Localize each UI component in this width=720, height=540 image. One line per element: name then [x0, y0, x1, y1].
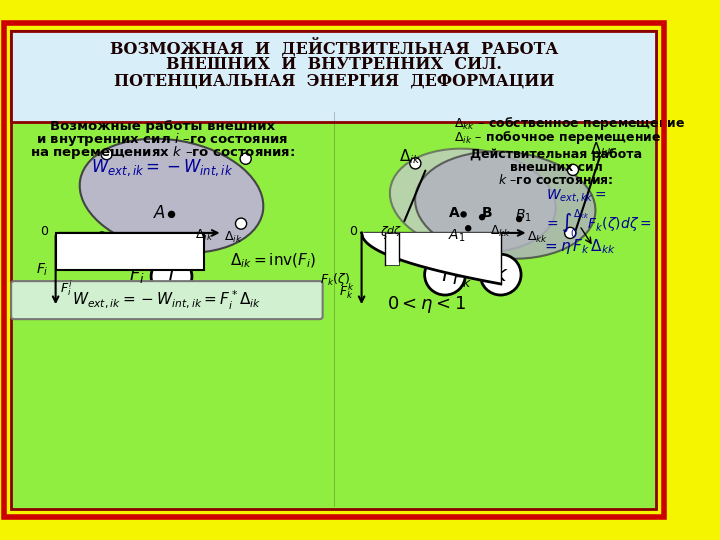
Text: 0: 0 — [349, 225, 357, 238]
Circle shape — [96, 232, 107, 243]
Circle shape — [101, 148, 112, 160]
Text: $\Delta_{ik}$: $\Delta_{ik}$ — [194, 228, 213, 244]
Circle shape — [480, 254, 521, 295]
Circle shape — [410, 158, 421, 169]
Text: ПОТЕНЦИАЛЬНАЯ  ЭНЕРГИЯ  ДЕФОРМАЦИИ: ПОТЕНЦИАЛЬНАЯ ЭНЕРГИЯ ДЕФОРМАЦИИ — [114, 72, 554, 89]
Text: ВНЕШНИХ  И  ВНУТРЕННИХ  СИЛ.: ВНЕШНИХ И ВНУТРЕННИХ СИЛ. — [166, 56, 502, 73]
Text: 0: 0 — [40, 225, 48, 238]
Circle shape — [460, 211, 467, 218]
Text: внешних сил: внешних сил — [510, 160, 603, 173]
Circle shape — [425, 254, 465, 295]
Circle shape — [564, 227, 576, 239]
Polygon shape — [11, 31, 657, 122]
Text: Возможные работы внешних: Возможные работы внешних — [50, 120, 275, 133]
Text: $\mathit{k}$: $\mathit{k}$ — [493, 265, 508, 285]
Circle shape — [168, 211, 175, 218]
Text: $\mathit{F_i}$: $\mathit{F_i}$ — [35, 262, 48, 278]
Text: $= \eta \, F_k \, \Delta_{kk}$: $= \eta \, F_k \, \Delta_{kk}$ — [542, 237, 616, 256]
Text: $\Delta_{kk}$: $\Delta_{kk}$ — [490, 224, 511, 239]
Text: $B_1$: $B_1$ — [516, 208, 532, 225]
Text: $0 < \eta < 1$: $0 < \eta < 1$ — [387, 294, 466, 315]
Circle shape — [479, 214, 485, 220]
Text: $\zeta$: $\zeta$ — [380, 224, 390, 241]
Text: и внутренних сил $\mathit{i}$ –го состояния: и внутренних сил $\mathit{i}$ –го состоя… — [36, 131, 288, 148]
Text: $\Delta_{kk}$: $\Delta_{kk}$ — [590, 140, 616, 159]
Text: $A_1$: $A_1$ — [449, 227, 466, 244]
Text: $W_{ext,kk} =$: $W_{ext,kk} =$ — [546, 187, 607, 204]
Text: $\mathit{F_i^i}$: $\mathit{F_i^i}$ — [60, 279, 73, 298]
Text: $F_k(\zeta)$: $F_k(\zeta)$ — [320, 271, 351, 288]
Text: $W_{ext,ik} = -W_{int,ik}$: $W_{ext,ik} = -W_{int,ik}$ — [91, 158, 233, 178]
Circle shape — [235, 218, 247, 229]
Text: $\mathit{F_k}$: $\mathit{F_k}$ — [451, 269, 472, 289]
Ellipse shape — [80, 139, 264, 253]
Circle shape — [516, 216, 523, 222]
Text: $\Delta_{kk}$: $\Delta_{kk}$ — [526, 230, 548, 245]
Bar — [55, 233, 204, 270]
Circle shape — [407, 237, 418, 248]
Text: ВОЗМОЖНАЯ  И  ДЕЙСТВИТЕЛЬНАЯ  РАБОТА: ВОЗМОЖНАЯ И ДЕЙСТВИТЕЛЬНАЯ РАБОТА — [109, 38, 558, 57]
Text: $F_k^k$: $F_k^k$ — [339, 281, 354, 301]
Text: $\mathit{A}$: $\mathit{A}$ — [153, 204, 166, 221]
Text: на перемещениях $\mathit{k}$ –го состояния:: на перемещениях $\mathit{k}$ –го состоян… — [30, 144, 295, 161]
Text: $\Delta_{ik}$ – побочное перемещение: $\Delta_{ik}$ – побочное перемещение — [454, 129, 662, 146]
Text: $\Delta_{ik} = \mathrm{inv}(\mathit{F_i})$: $\Delta_{ik} = \mathrm{inv}(\mathit{F_i}… — [230, 252, 317, 270]
Text: $\mathit{i}$: $\mathit{i}$ — [168, 266, 176, 287]
Circle shape — [151, 256, 192, 297]
Text: $\Delta_{kk}$ – собственное перемещение: $\Delta_{kk}$ – собственное перемещение — [454, 115, 685, 132]
Text: $\mathit{i}$: $\mathit{i}$ — [441, 265, 449, 285]
Text: $\mathit{k}$ –го состояния:: $\mathit{k}$ –го состояния: — [498, 173, 614, 187]
Circle shape — [567, 164, 579, 176]
Ellipse shape — [390, 148, 556, 252]
Text: $\mathit{F_i}$: $\mathit{F_i}$ — [130, 265, 145, 285]
Text: $\Delta_{ik}$: $\Delta_{ik}$ — [399, 147, 420, 166]
Circle shape — [465, 225, 472, 232]
Circle shape — [240, 153, 251, 164]
Text: $W_{ext,ik} = -W_{int,ik} = F_i^* \Delta_{ik}$: $W_{ext,ik} = -W_{int,ik} = F_i^* \Delta… — [72, 289, 261, 312]
Text: A: A — [449, 206, 459, 220]
Text: $= \int_0^{\Delta_{kk}} F_k(\zeta)d\zeta =$: $= \int_0^{\Delta_{kk}} F_k(\zeta)d\zeta… — [544, 207, 652, 240]
Bar — [11, 31, 657, 122]
Ellipse shape — [415, 151, 595, 259]
Text: B: B — [482, 206, 492, 220]
Text: $\Delta_{ik}$: $\Delta_{ik}$ — [225, 230, 243, 245]
Text: $d\zeta$: $d\zeta$ — [386, 224, 402, 238]
Text: Действительная работа: Действительная работа — [470, 147, 642, 160]
FancyBboxPatch shape — [11, 281, 323, 319]
Polygon shape — [11, 31, 657, 509]
